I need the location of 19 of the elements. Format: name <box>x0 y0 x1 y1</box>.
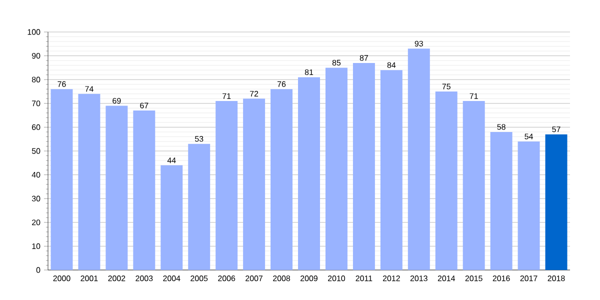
bar <box>133 110 156 270</box>
bar <box>325 68 348 270</box>
bar <box>462 101 485 270</box>
bar <box>188 144 210 270</box>
bar <box>106 106 128 270</box>
bar <box>408 48 430 270</box>
bar <box>518 141 540 270</box>
bar <box>78 94 100 270</box>
bar <box>298 77 320 270</box>
bar <box>380 70 402 270</box>
bar <box>490 132 512 270</box>
bar <box>352 62 375 270</box>
bar <box>216 101 238 270</box>
bar <box>545 134 568 270</box>
bar <box>435 91 458 270</box>
bar <box>270 89 293 270</box>
bar <box>160 165 183 270</box>
bar <box>50 89 73 270</box>
bar <box>243 98 266 270</box>
